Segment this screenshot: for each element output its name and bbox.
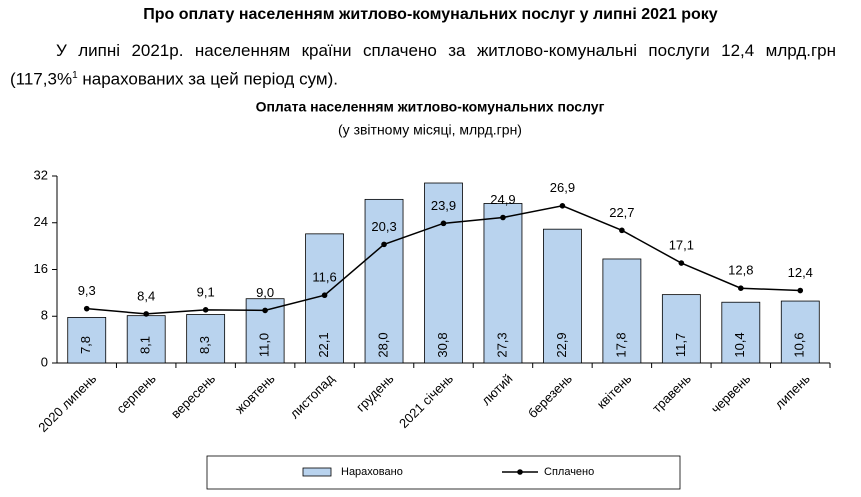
line-value-label: 9,1 — [197, 284, 215, 299]
bar — [602, 258, 642, 364]
line-value-label: 20,3 — [371, 219, 396, 234]
x-tick-label: травень — [649, 371, 694, 416]
bar — [483, 203, 523, 364]
line-marker — [559, 203, 566, 209]
paragraph-text: У липні 2021р. населенням країни сплачен… — [10, 41, 836, 89]
bar — [67, 317, 107, 364]
x-tick-label: вересень — [168, 371, 218, 421]
line-value-label: 12,4 — [788, 265, 813, 280]
paragraph-text: нарахованих за цей період сум). — [77, 69, 338, 89]
legend-label: Нараховано — [341, 466, 403, 478]
line-value-label: 22,7 — [609, 205, 634, 220]
bar-value-label: 11,7 — [673, 333, 688, 357]
bar — [186, 314, 226, 364]
chart-subtitle: (у звітному місяці, млрд.грн) — [338, 122, 522, 138]
line-marker — [619, 227, 625, 234]
line-value-label: 11,6 — [312, 270, 336, 285]
line-value-label: 9,3 — [78, 283, 96, 298]
bar-value-label: 7,8 — [78, 336, 93, 354]
legend-label: Сплачено — [544, 466, 594, 478]
paragraph: У липні 2021р. населенням країни сплачен… — [10, 38, 836, 92]
bar — [424, 182, 463, 364]
footnote-mark: 1 — [72, 70, 78, 81]
line-value-label: 12,8 — [728, 263, 753, 278]
x-tick-label: жовтень — [232, 371, 278, 417]
line-marker — [143, 311, 149, 317]
x-tick-label: квітень — [594, 371, 635, 412]
line-marker — [321, 292, 328, 299]
line-marker — [440, 220, 447, 227]
bar-value-label: 11,0 — [257, 333, 272, 357]
bar — [543, 228, 582, 364]
line-value-label: 17,1 — [669, 238, 694, 253]
x-tick-label: 2020 липень — [35, 371, 99, 435]
line-marker — [202, 307, 209, 313]
x-tick-label: серпень — [113, 371, 159, 417]
x-tick-label: 2021 січень — [396, 371, 456, 431]
bar-value-label: 28,0 — [375, 332, 390, 357]
line-marker — [83, 305, 90, 312]
bar-value-label: 10,6 — [792, 332, 807, 357]
x-tick-label: липень — [772, 371, 813, 412]
x-tick-label: листопад — [287, 371, 338, 422]
line-marker — [500, 214, 506, 221]
legend-swatch — [302, 467, 332, 477]
bar — [126, 315, 166, 364]
bar — [780, 300, 820, 364]
legend-box — [206, 455, 681, 490]
x-tick-label: березень — [525, 371, 575, 421]
y-tick-label: 24 — [34, 214, 48, 229]
line-value-label: 26,9 — [550, 180, 575, 195]
bar-value-label: 8,1 — [138, 336, 153, 354]
bar-value-label: 10,4 — [732, 332, 747, 357]
bar-value-label: 27,3 — [494, 332, 509, 357]
bar-value-label: 22,9 — [554, 332, 569, 357]
bar — [721, 301, 761, 364]
x-tick-label: грудень — [353, 371, 397, 415]
bar-value-label: 30,8 — [435, 332, 450, 357]
bar — [661, 294, 701, 364]
document-title: Про оплату населенням житлово-комунальни… — [143, 6, 718, 23]
y-tick-label: 0 — [41, 354, 48, 369]
x-tick-label: червень — [708, 371, 754, 417]
y-tick-label: 16 — [34, 261, 48, 276]
line-value-label: 23,9 — [431, 198, 456, 213]
bar-value-label: 22,1 — [316, 332, 331, 357]
x-tick-label: лютий — [478, 371, 515, 408]
line-marker — [381, 241, 387, 248]
line-marker — [738, 285, 744, 292]
y-tick-label: 32 — [34, 167, 48, 182]
y-tick-label: 8 — [41, 308, 48, 323]
bar-value-label: 8,3 — [197, 336, 212, 354]
chart-title: Оплата населенням житлово-комунальних по… — [256, 99, 605, 115]
line-marker — [678, 260, 685, 266]
line-value-label: 8,4 — [137, 288, 155, 303]
bar — [364, 198, 404, 364]
legend-swatch-marker — [517, 469, 523, 475]
line-marker — [262, 307, 268, 314]
line-value-label: 24,9 — [490, 192, 515, 207]
line-marker — [797, 287, 804, 294]
bar-value-label: 17,8 — [613, 332, 628, 357]
line-value-label: 9,0 — [256, 285, 274, 300]
